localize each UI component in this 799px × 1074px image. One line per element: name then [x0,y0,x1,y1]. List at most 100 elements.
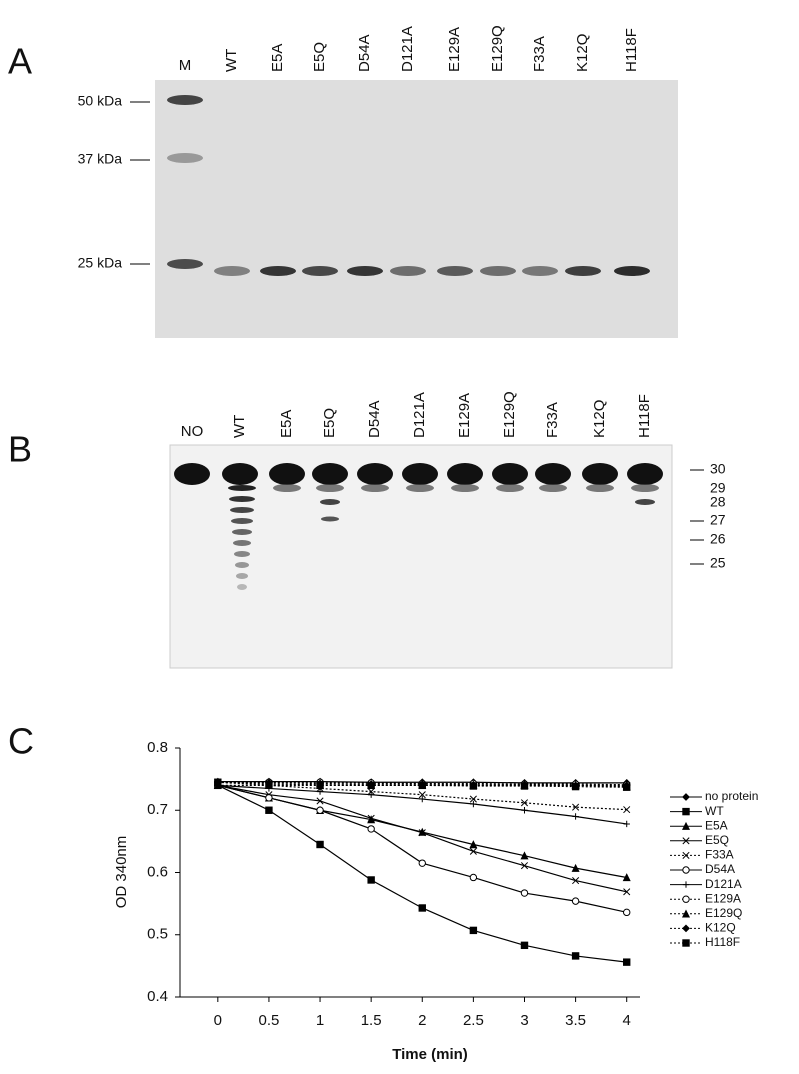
lane-label: D54A [366,400,383,438]
y-axis-label: OD 340nm [113,836,130,909]
band [492,463,528,485]
lane-label: E5A [278,410,295,438]
point [214,778,222,786]
band [321,516,339,522]
marker-label: 29 [710,480,726,496]
band [565,266,601,276]
y-tick-label: 0.8 [147,739,168,756]
marker-label: 37 kDa [78,151,123,167]
point [520,782,529,790]
band [233,540,251,546]
band [214,266,250,276]
y-tick-label: 0.6 [147,863,168,880]
gel-a [155,80,678,338]
point [572,803,580,811]
lane-label: E5Q [311,42,328,72]
point [623,888,631,896]
point [470,800,477,808]
point [623,958,631,966]
point [520,862,529,870]
point [469,926,478,935]
band [451,484,479,492]
band [447,463,483,485]
point [571,952,580,960]
legend-marker [682,866,690,874]
band [231,518,253,524]
band [347,266,383,276]
point [572,813,579,820]
panel-label: B [8,429,32,470]
lane-label: NO [181,423,204,440]
point [469,782,478,790]
lane-label: E129A [456,393,473,438]
lane-label: K12Q [591,400,608,438]
lane-label: H118F [636,394,653,438]
band [357,463,393,485]
legend-marker [682,939,690,947]
point [419,795,426,803]
legend-marker [682,807,690,816]
legend-label: K12Q [705,921,736,935]
x-tick-label: 1 [316,1012,324,1029]
lane-label: M [179,57,192,74]
legend-label: D121A [705,877,742,891]
lane-label: D121A [411,392,428,438]
marker-label: 26 [710,531,726,547]
band [167,153,203,163]
point [623,783,631,791]
legend-label: no protein [705,789,758,803]
x-tick-label: 3 [520,1012,528,1029]
legend-marker [682,895,690,903]
band [535,463,571,485]
point [520,851,529,860]
legend-label: E5Q [705,833,729,847]
point [418,781,426,790]
legend-label: D54A [705,862,735,876]
point [571,782,580,791]
lane-label: E129Q [501,391,518,438]
marker-label: 27 [710,512,726,528]
point [469,795,477,803]
band [539,484,567,492]
band [496,484,524,492]
band [437,266,473,276]
legend-label: E129A [705,891,741,905]
point [622,873,631,882]
lane-label: F33A [544,402,561,438]
band [228,485,256,491]
lane-label: D121A [399,26,416,72]
legend-marker [682,881,690,888]
point [367,876,375,884]
x-tick-label: 1.5 [361,1012,382,1029]
point [520,799,529,807]
band [614,266,650,276]
legend-label: F33A [705,848,734,862]
band [406,484,434,492]
y-tick-label: 0.5 [147,926,168,943]
band [312,463,348,485]
point [571,897,580,905]
band [230,507,254,513]
legend-marker [682,851,690,859]
point [571,863,580,872]
band [320,499,340,505]
legend-label: H118F [705,935,740,949]
band [631,484,659,492]
band [167,95,203,105]
band [390,266,426,276]
point [623,806,631,814]
band [522,266,558,276]
band [402,463,438,485]
point [418,904,426,912]
point [418,829,426,837]
band [316,484,344,492]
legend-label: E5A [705,818,728,832]
marker-label: 28 [710,494,726,510]
band [269,463,305,485]
point [367,781,375,790]
x-tick-label: 0 [214,1012,222,1029]
lane-label: K12Q [574,34,591,72]
band [635,499,655,505]
lane-label: F33A [531,36,548,72]
